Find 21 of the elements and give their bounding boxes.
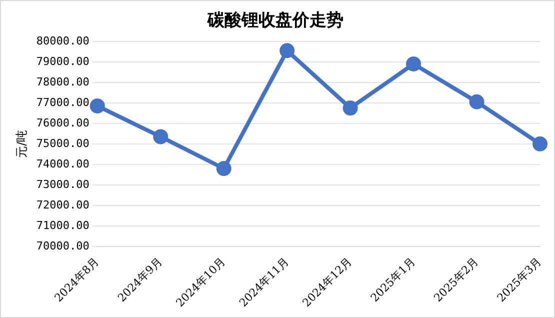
point <box>342 100 358 116</box>
point <box>90 98 105 114</box>
y-tick-label: 77000.00 <box>36 96 90 109</box>
point <box>216 161 232 176</box>
y-tick-label: 71000.00 <box>36 218 90 232</box>
point <box>153 129 168 144</box>
point <box>469 94 484 110</box>
y-tick-label: 74000.00 <box>36 157 90 170</box>
y-tick-label: 76000.00 <box>36 116 90 130</box>
point <box>406 56 422 72</box>
y-axis-title: 元/吨 <box>14 130 28 158</box>
y-tick-label: 75000.00 <box>36 136 90 150</box>
y-tick-label: 78000.00 <box>36 75 90 88</box>
y-tick-label: 70000.00 <box>36 239 90 252</box>
point <box>532 136 548 152</box>
y-tick-label: 80000.00 <box>36 34 90 48</box>
point <box>280 43 295 58</box>
chart-title: 碳酸锂收盘价走势 <box>206 10 344 31</box>
y-tick-label: 79000.00 <box>36 54 90 68</box>
y-tick-label: 72000.00 <box>36 198 90 212</box>
y-tick-label: 73000.00 <box>36 178 90 191</box>
